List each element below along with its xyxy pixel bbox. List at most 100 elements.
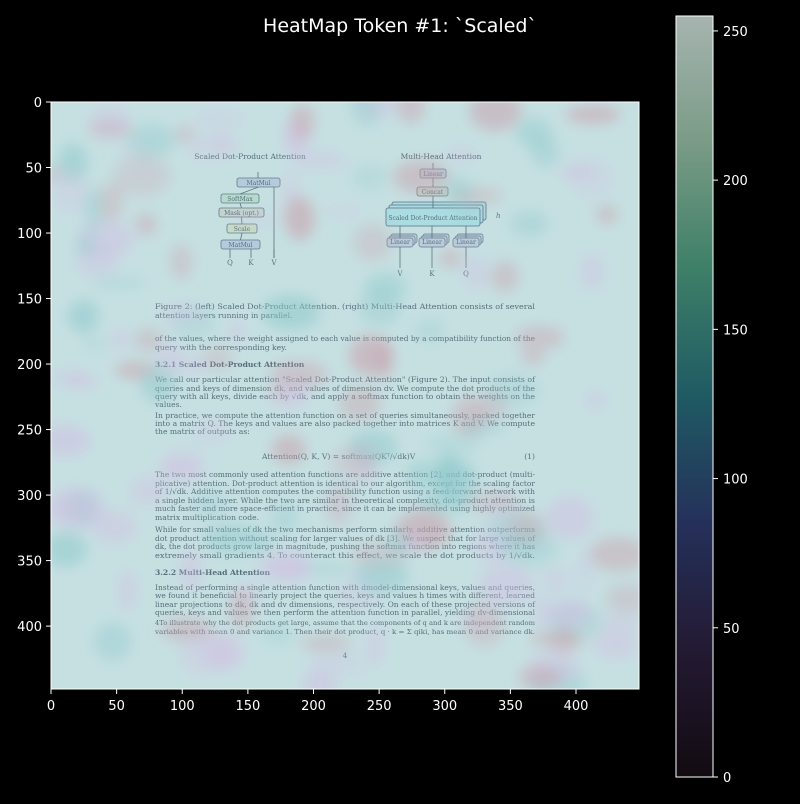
heat-blob — [518, 665, 563, 690]
colorbar-tick-label: 50 — [723, 622, 740, 637]
heat-blob — [324, 203, 363, 218]
colorbar-tick-label: 100 — [723, 473, 748, 488]
heat-blob — [135, 213, 156, 236]
colorbar: 050100150200250 — [676, 16, 748, 786]
y-tick-label: 150 — [17, 293, 42, 308]
heat-blob — [268, 385, 289, 399]
x-tick-label: 50 — [108, 699, 125, 714]
heat-blob — [396, 87, 425, 123]
heat-blob — [477, 564, 533, 605]
heat-blob — [404, 531, 424, 552]
y-tick-label: 350 — [17, 555, 42, 570]
heat-blob — [232, 211, 276, 227]
heat-blob — [596, 205, 618, 223]
heat-blob — [424, 432, 482, 454]
heat-blob — [203, 346, 233, 370]
heat-blob — [193, 111, 246, 127]
x-axis: 0 50 100 150 200 250 300 350 400 — [47, 689, 589, 714]
x-tick-label: 300 — [432, 699, 457, 714]
heat-blob — [91, 277, 148, 289]
heat-blob — [463, 256, 489, 289]
heat-blob — [170, 244, 192, 280]
heat-blob — [272, 435, 306, 465]
y-tick-label: 50 — [25, 162, 42, 177]
heat-blob — [269, 361, 328, 387]
x-tick-label: 100 — [170, 699, 195, 714]
heat-blob — [178, 633, 232, 676]
x-tick-label: 150 — [235, 699, 260, 714]
heat-blob — [326, 485, 352, 525]
heat-blob — [364, 272, 406, 302]
heat-blob — [181, 550, 202, 591]
heat-blob — [500, 531, 559, 565]
x-tick-label: 250 — [367, 699, 392, 714]
heat-blob — [592, 629, 639, 659]
heat-blob — [516, 118, 551, 148]
heat-blob — [294, 150, 347, 171]
heat-blob — [445, 147, 479, 162]
x-tick-label: 200 — [301, 699, 326, 714]
heat-blob — [159, 304, 204, 324]
y-tick-label: 100 — [17, 227, 42, 242]
heat-blob — [585, 391, 606, 410]
heat-blob — [308, 652, 367, 675]
heat-blob — [140, 366, 175, 403]
y-tick-label: 400 — [17, 620, 42, 635]
colorbar-axis: 050100150200250 — [713, 25, 748, 786]
y-tick-label: 250 — [17, 424, 42, 439]
plot-area: Scaled Dot-Product AttentionMatMulSoftMa… — [36, 82, 651, 703]
heat-blob — [68, 300, 99, 333]
heat-blob — [158, 461, 203, 474]
x-tick-label: 350 — [498, 699, 523, 714]
heat-blob — [111, 329, 129, 350]
heat-blob — [463, 604, 505, 647]
y-tick-label: 200 — [17, 358, 42, 373]
heat-blob — [540, 566, 570, 593]
heat-blob — [230, 590, 253, 629]
heat-blob — [300, 635, 352, 651]
heat-blob — [529, 632, 585, 646]
heat-blob — [418, 492, 471, 513]
heat-blob — [46, 488, 105, 528]
y-tick-label: 0 — [34, 96, 42, 111]
heat-blob — [128, 124, 176, 157]
heat-blob — [520, 350, 545, 364]
heat-blob — [465, 493, 519, 511]
heat-blob — [351, 163, 388, 191]
heat-blob — [568, 158, 614, 199]
heat-blob — [393, 160, 449, 194]
heat-blob — [262, 622, 294, 646]
heat-blob — [361, 89, 400, 117]
colorbar-tick-label: 250 — [723, 25, 748, 40]
heat-blob — [203, 524, 260, 554]
heat-blob — [261, 295, 320, 331]
heat-blob — [463, 420, 506, 434]
heat-blob — [441, 175, 474, 201]
heat-blob — [565, 105, 621, 123]
heat-blob — [267, 550, 311, 584]
heat-blob — [94, 623, 132, 661]
heat-blob — [119, 570, 136, 611]
heat-blob — [546, 599, 592, 627]
heat-blob — [175, 127, 193, 142]
heat-blob — [271, 502, 298, 533]
heat-blob — [355, 559, 409, 592]
heat-blob — [129, 476, 168, 506]
heat-blob — [367, 625, 383, 667]
heat-blob — [113, 154, 171, 197]
heat-blob — [80, 339, 110, 351]
heat-blob — [353, 224, 393, 261]
heat-blob — [285, 197, 315, 241]
heat-blob — [580, 254, 605, 289]
colorbar-tick-label: 0 — [723, 771, 731, 786]
heat-blob — [414, 318, 445, 343]
heat-blob — [228, 318, 245, 343]
heat-blob — [515, 326, 565, 350]
heat-blob — [205, 132, 237, 158]
heat-blob — [74, 233, 97, 257]
heat-blob — [577, 548, 594, 592]
heat-blob — [89, 103, 130, 137]
heat-blob — [339, 388, 381, 421]
